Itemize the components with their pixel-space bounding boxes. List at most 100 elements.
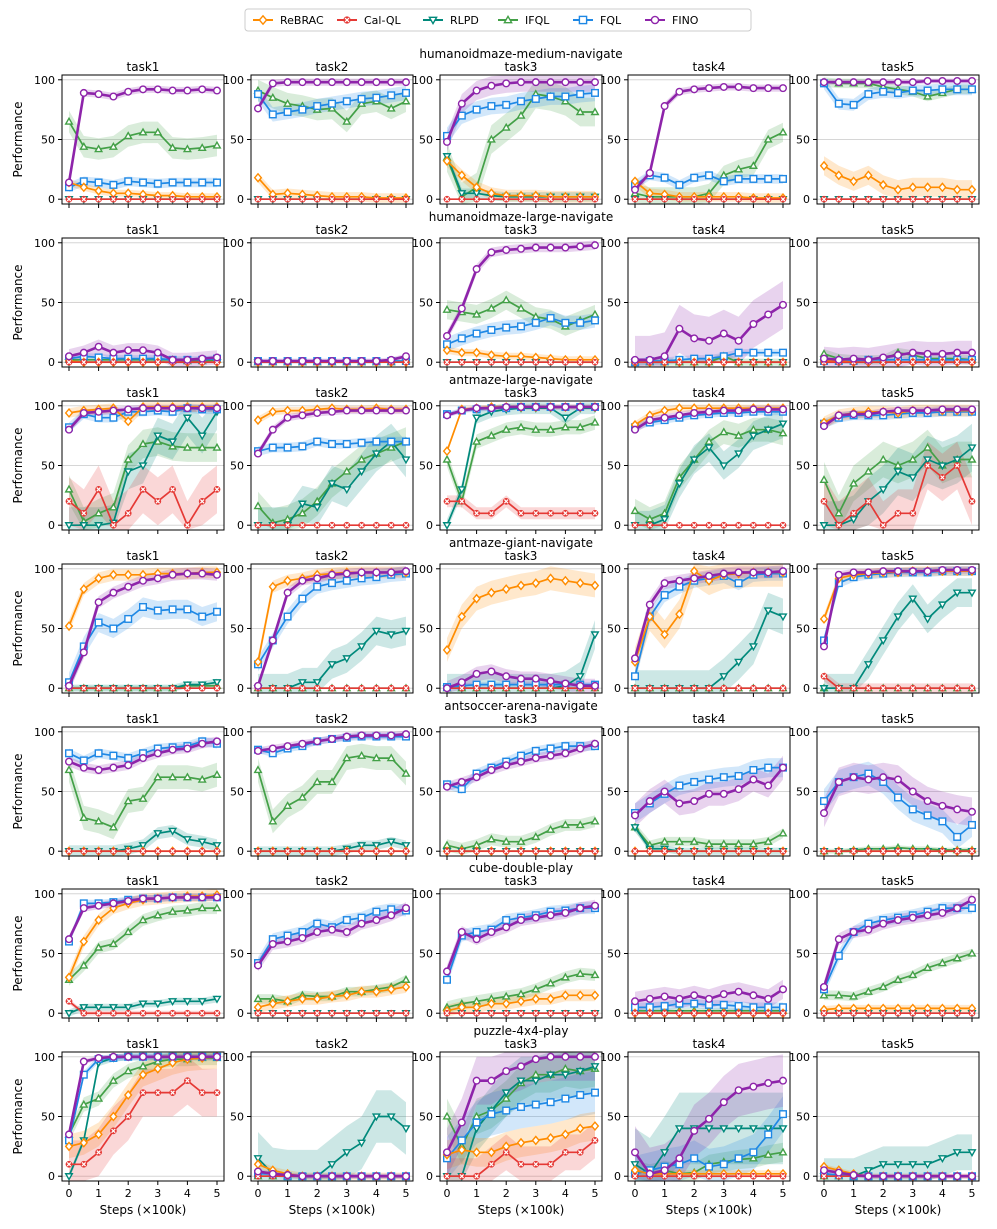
point-marker [79,1099,89,1108]
point-marker [660,787,669,796]
series-fino [820,895,977,991]
point-marker [879,684,887,692]
point-marker-cross [140,1010,146,1016]
subplot-title: task4 [693,1037,726,1051]
point-marker [909,847,917,855]
point-marker [968,195,976,203]
point-marker [908,86,917,95]
point-marker [953,348,962,357]
point-marker [778,428,788,437]
point-marker [472,347,481,358]
point-marker-cross [300,685,305,691]
point-marker [138,842,148,850]
point-marker [575,1067,585,1076]
series-cal-ql [65,997,221,1017]
point-marker-cross [140,848,146,854]
point-marker [923,1172,932,1181]
point-marker [472,1118,481,1127]
point-marker [198,739,207,748]
point-marker [516,1077,526,1086]
point-marker [590,970,600,979]
point-marker [735,684,742,692]
point-marker [168,438,178,447]
point-marker-cross [706,1173,712,1179]
point-marker-cross [374,1010,379,1016]
point-marker [764,1130,773,1139]
point-marker [443,847,451,855]
point-marker [660,352,669,361]
point-marker [908,805,917,814]
x-tick-label: 5 [780,1187,787,1200]
point-marker [661,521,668,529]
point-marker-cross [721,359,727,365]
y-tick-label: 0 [803,682,810,695]
point-marker [778,1125,788,1134]
point-marker [342,576,351,585]
point-marker-cross [140,1090,146,1095]
y-tick-label: 0 [237,519,244,532]
subplot-title: task3 [505,223,538,237]
point-marker [560,96,570,105]
confidence-band [69,824,217,856]
point-marker [401,981,411,992]
point-marker [488,1009,495,1017]
y-tick-label: 100 [600,1051,621,1064]
point-marker [402,358,410,366]
point-marker [690,334,699,343]
point-marker [735,358,742,366]
subplot-title: task3 [505,386,538,400]
point-marker [661,847,668,855]
point-marker [443,1148,452,1157]
point-marker [457,486,467,495]
point-marker [313,102,322,111]
point-marker [704,575,714,586]
point-marker [705,994,714,1003]
y-tick-label: 100 [223,74,244,87]
point-marker [357,750,367,759]
point-marker-cross [170,685,175,691]
point-marker-cross [836,522,842,528]
point-marker-cross [403,848,409,854]
point-marker [443,195,451,203]
point-marker [749,1148,758,1157]
point-marker [546,1052,555,1061]
point-marker-cross [821,499,827,504]
point-marker [675,1154,684,1163]
point-marker [591,1088,600,1097]
point-marker [65,1160,73,1168]
point-marker [661,684,668,692]
series-rebrac [253,981,411,1013]
point-marker [819,475,829,484]
point-marker [487,928,496,937]
point-marker-cross [677,685,682,691]
point-marker [457,785,466,794]
point-marker [750,521,757,529]
point-marker-cross [489,196,494,202]
y-tick-label: 0 [237,682,244,695]
point-marker [690,999,699,1008]
point-marker [591,241,600,250]
point-marker [749,1082,758,1091]
point-marker [576,195,584,203]
point-marker-cross [474,511,479,516]
point-marker [719,82,728,91]
point-marker-cross [96,359,101,365]
point-marker [878,454,888,463]
point-marker [197,442,207,451]
point-marker [284,521,291,529]
point-marker [719,406,728,415]
point-marker-cross [474,848,479,854]
point-marker [953,462,961,469]
point-marker [95,195,102,203]
point-marker-cross [459,359,465,365]
y-tick-label: 0 [614,356,621,369]
point-marker-cross [359,522,364,528]
confidence-band [258,903,406,969]
point-marker-cross [170,848,175,854]
point-marker [560,820,570,829]
point-marker [123,454,133,463]
point-marker [253,1167,262,1176]
point-marker-cross [444,196,450,202]
point-marker [779,567,788,576]
point-marker [473,358,480,366]
